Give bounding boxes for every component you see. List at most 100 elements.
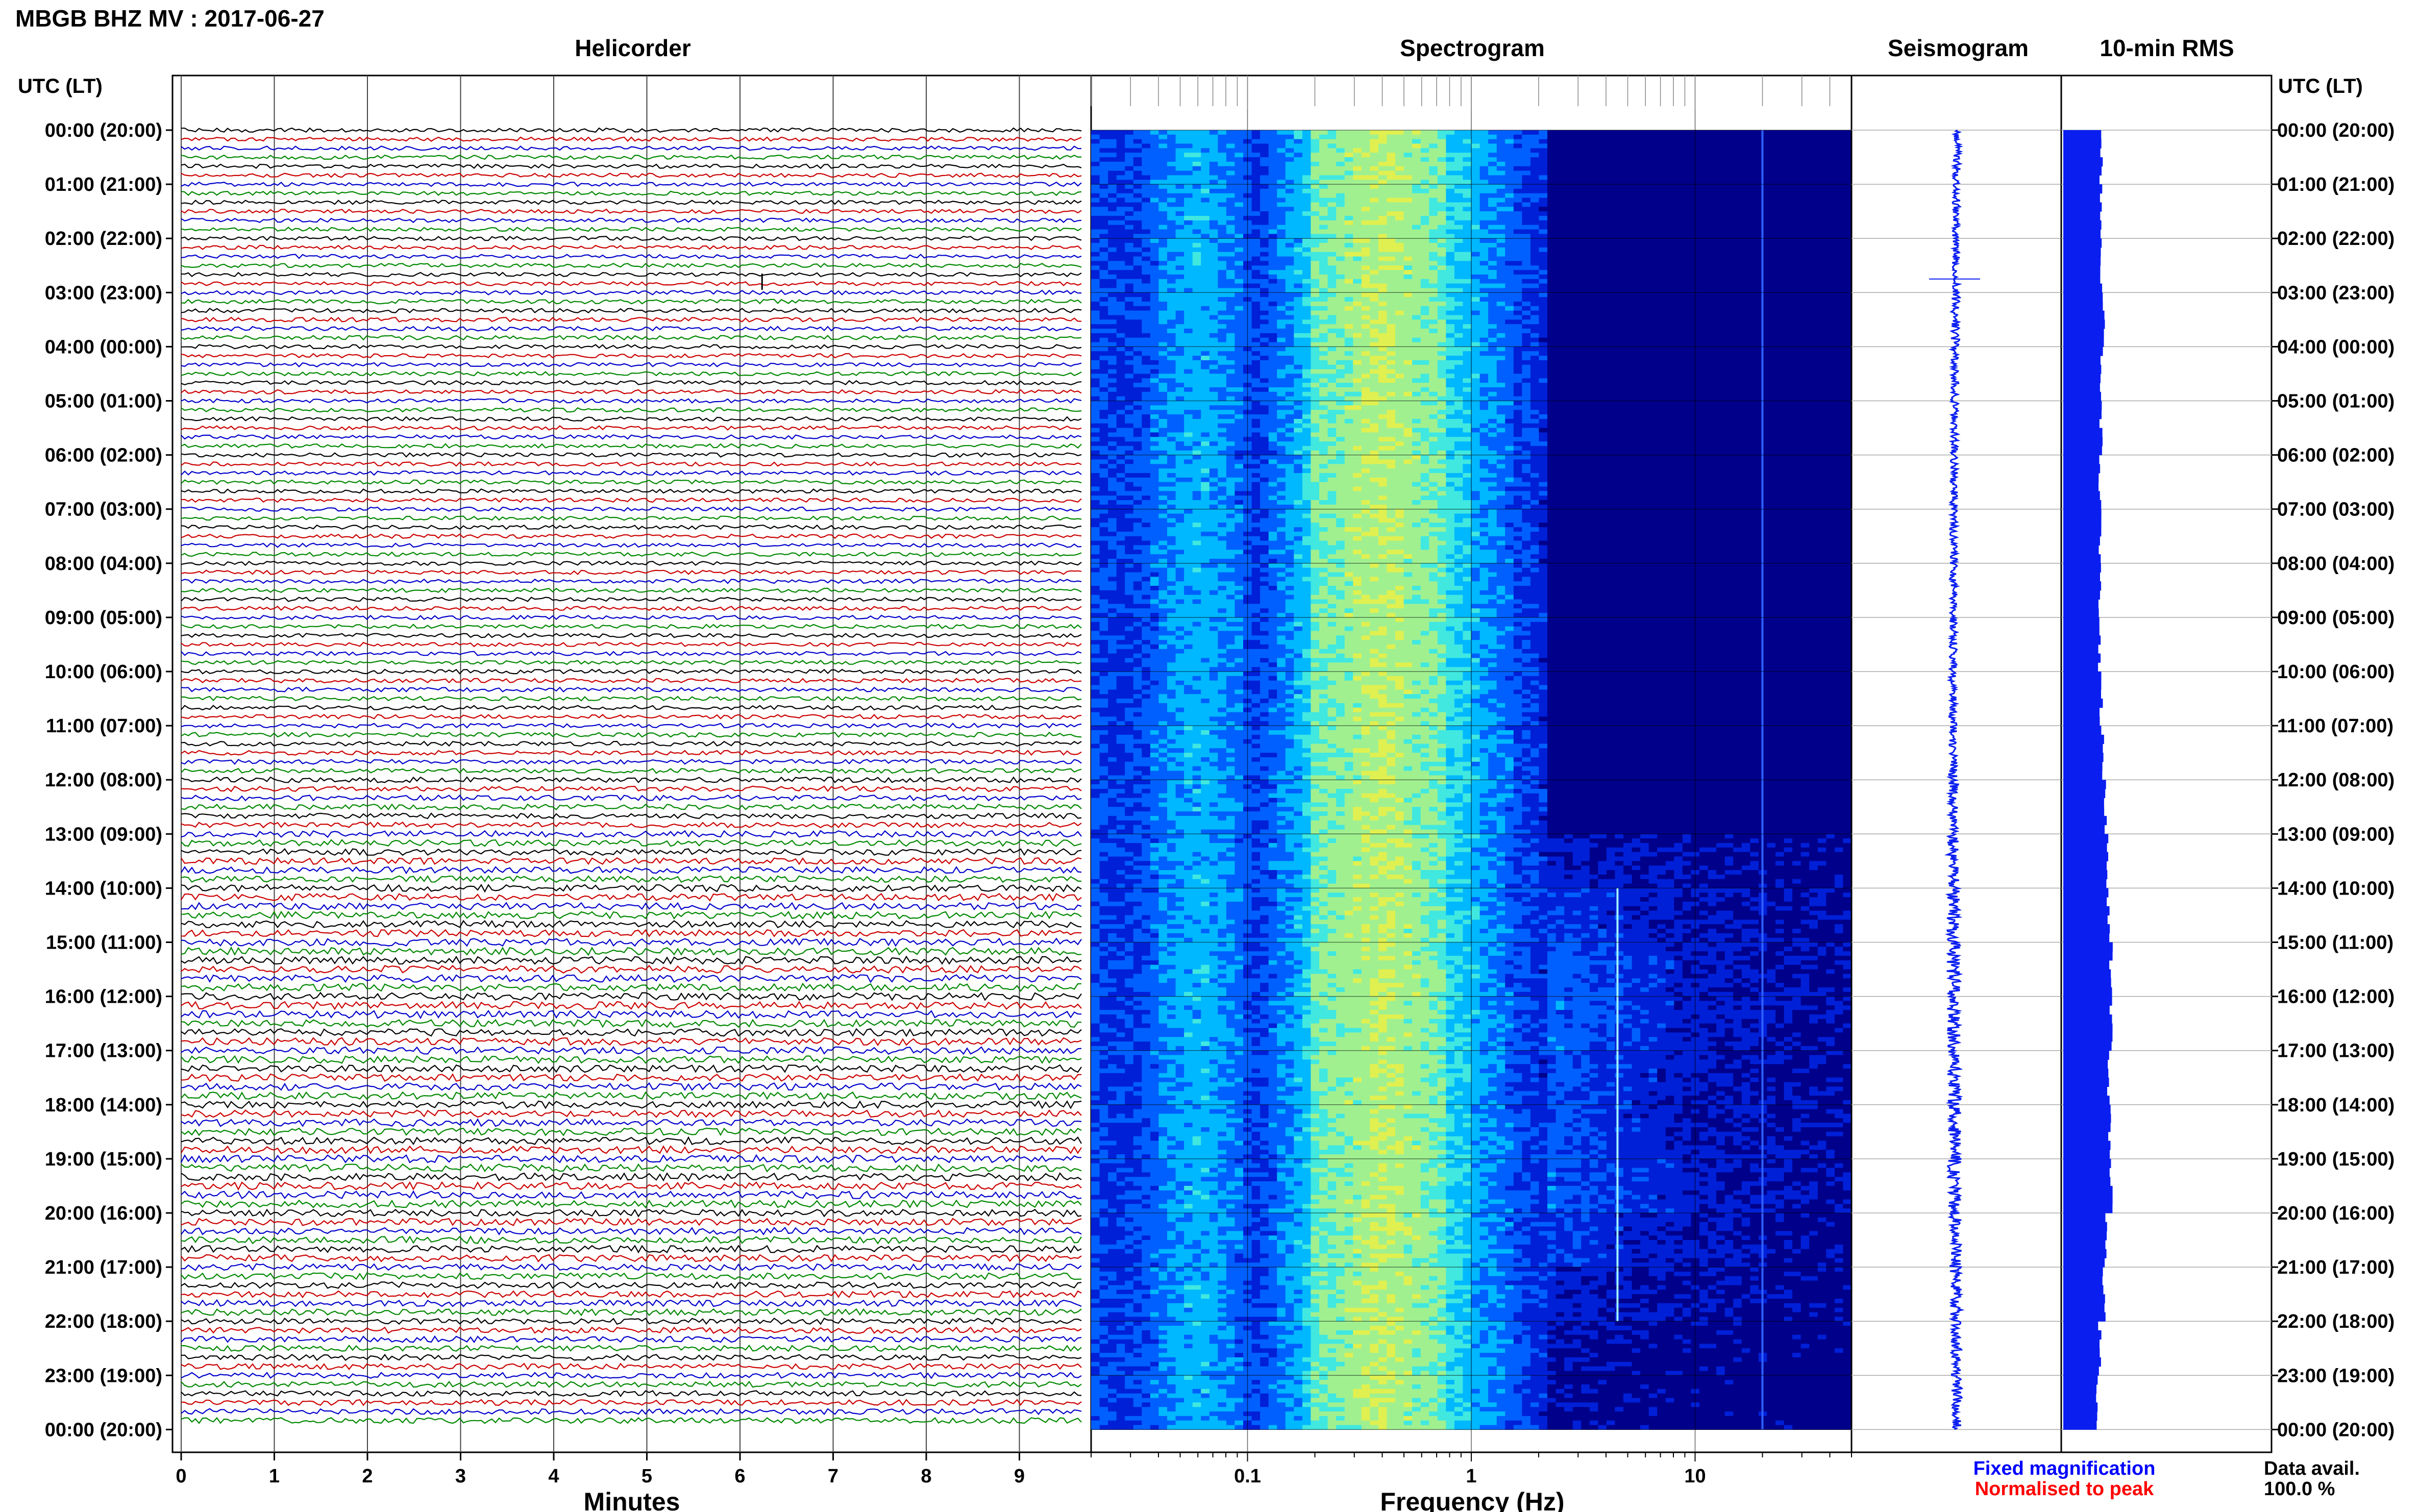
spectrogram-cell <box>1716 162 1725 166</box>
spectrogram-cell <box>1226 319 1235 324</box>
spectrogram-cell <box>1446 288 1454 293</box>
spectrogram-cell <box>1269 207 1277 211</box>
spectrogram-cell <box>1311 220 1319 225</box>
spectrogram-cell <box>1378 216 1387 220</box>
spectrogram-cell <box>1319 329 1328 333</box>
spectrogram-cell <box>1286 297 1294 302</box>
spectrogram-cell <box>1623 333 1632 338</box>
spectrogram-cell <box>1564 297 1573 302</box>
spectrogram-cell <box>1784 175 1793 180</box>
spectrogram-cell <box>1539 162 1547 166</box>
spectrogram-cell <box>1395 265 1404 270</box>
spectrogram-cell <box>1471 184 1480 189</box>
spectrogram-cell <box>1226 234 1235 238</box>
spectrogram-cell <box>1607 220 1615 225</box>
spectrogram-cell <box>1539 247 1547 252</box>
spectrogram-cell <box>1581 297 1590 302</box>
spectrogram-cell <box>1438 220 1446 225</box>
spectrogram-cell <box>1421 207 1429 211</box>
spectrogram-cell <box>1142 180 1150 184</box>
spectrogram-cell <box>1801 257 1810 261</box>
spectrogram-cell <box>1269 297 1277 302</box>
spectrogram-cell <box>1801 189 1810 193</box>
spectrogram-cell <box>1598 346 1607 351</box>
spectrogram-cell <box>1716 243 1725 247</box>
spectrogram-cell <box>1362 211 1370 216</box>
spectrogram-cell <box>1133 193 1142 198</box>
spectrogram-cell <box>1286 292 1294 297</box>
spectrogram-cell <box>1742 234 1750 238</box>
spectrogram-cell <box>1564 288 1573 293</box>
spectrogram-cell <box>1210 247 1218 252</box>
spectrogram-cell <box>1801 319 1810 324</box>
spectrogram-cell <box>1818 261 1826 265</box>
spectrogram-cell <box>1158 184 1167 189</box>
spectrogram-cell <box>1784 297 1793 302</box>
spectrogram-cell <box>1378 211 1387 216</box>
spectrogram-cell <box>1792 306 1801 311</box>
spectrogram-cell <box>1775 315 1784 320</box>
spectrogram-cell <box>1733 270 1742 275</box>
spectrogram-cell <box>1286 225 1294 230</box>
spectrogram-cell <box>1531 279 1539 284</box>
spectrogram-cell <box>1775 243 1784 247</box>
spectrogram-cell <box>1674 275 1683 279</box>
spectrogram-cell <box>1725 238 1734 243</box>
x-tick-label: 9 <box>1014 1466 1025 1487</box>
spectrogram-cell <box>1556 311 1565 315</box>
spectrogram-cell <box>1471 333 1480 338</box>
spectrogram-cell <box>1826 338 1835 342</box>
spectrogram-cell <box>1716 342 1725 347</box>
spectrogram-cell <box>1210 225 1218 230</box>
spectrogram-cell <box>1311 265 1319 270</box>
spectrogram-cell <box>1505 207 1514 211</box>
spectrogram-cell <box>1716 193 1725 198</box>
spectrogram-cell <box>1429 333 1438 338</box>
spectrogram-cell <box>1463 171 1471 176</box>
spectrogram-cell <box>1835 230 1843 234</box>
spectrogram-cell <box>1632 184 1641 189</box>
spectrogram-cell <box>1395 238 1404 243</box>
spectrogram-cell <box>1666 189 1674 193</box>
spectrogram-cell <box>1142 135 1150 139</box>
spectrogram-cell <box>1784 356 1793 360</box>
spectrogram-cell <box>1775 139 1784 144</box>
spectrogram-cell <box>1277 148 1286 153</box>
spectrogram-cell <box>1108 157 1117 162</box>
spectrogram-cell <box>1480 189 1489 193</box>
spectrogram-cell <box>1210 279 1218 284</box>
spectrogram-cell <box>1835 203 1843 207</box>
spectrogram-cell <box>1573 279 1582 284</box>
spectrogram-cell <box>1218 207 1226 211</box>
spectrogram-cell <box>1716 175 1725 180</box>
spectrogram-cell <box>1378 234 1387 238</box>
spectrogram-cell <box>1590 148 1598 153</box>
spectrogram-cell <box>1607 189 1615 193</box>
spectrogram-cell <box>1716 356 1725 360</box>
spectrogram-cell <box>1252 220 1261 225</box>
spectrogram-cell <box>1826 247 1835 252</box>
spectrogram-cell <box>1733 315 1742 320</box>
spectrogram-cell <box>1184 346 1193 351</box>
spectrogram-cell <box>1345 166 1353 171</box>
spectrogram-cell <box>1260 252 1269 257</box>
spectrogram-cell <box>1302 247 1311 252</box>
spectrogram-cell <box>1260 216 1269 220</box>
spectrogram-cell <box>1674 297 1683 302</box>
spectrogram-cell <box>1328 139 1337 144</box>
spectrogram-cell <box>1801 275 1810 279</box>
spectrogram-cell <box>1792 356 1801 360</box>
spectrogram-cell <box>1590 356 1598 360</box>
spectrogram-cell <box>1716 329 1725 333</box>
spectrogram-cell <box>1319 319 1328 324</box>
spectrogram-cell <box>1378 324 1387 329</box>
spectrogram-cell <box>1505 247 1514 252</box>
spectrogram-cell <box>1108 175 1117 180</box>
spectrogram-cell <box>1564 315 1573 320</box>
spectrogram-cell <box>1497 193 1505 198</box>
spectrogram-cell <box>1522 284 1531 288</box>
spectrogram-cell <box>1184 292 1193 297</box>
spectrogram-cell <box>1100 247 1108 252</box>
spectrogram-cell <box>1775 319 1784 324</box>
spectrogram-cell <box>1556 234 1565 238</box>
